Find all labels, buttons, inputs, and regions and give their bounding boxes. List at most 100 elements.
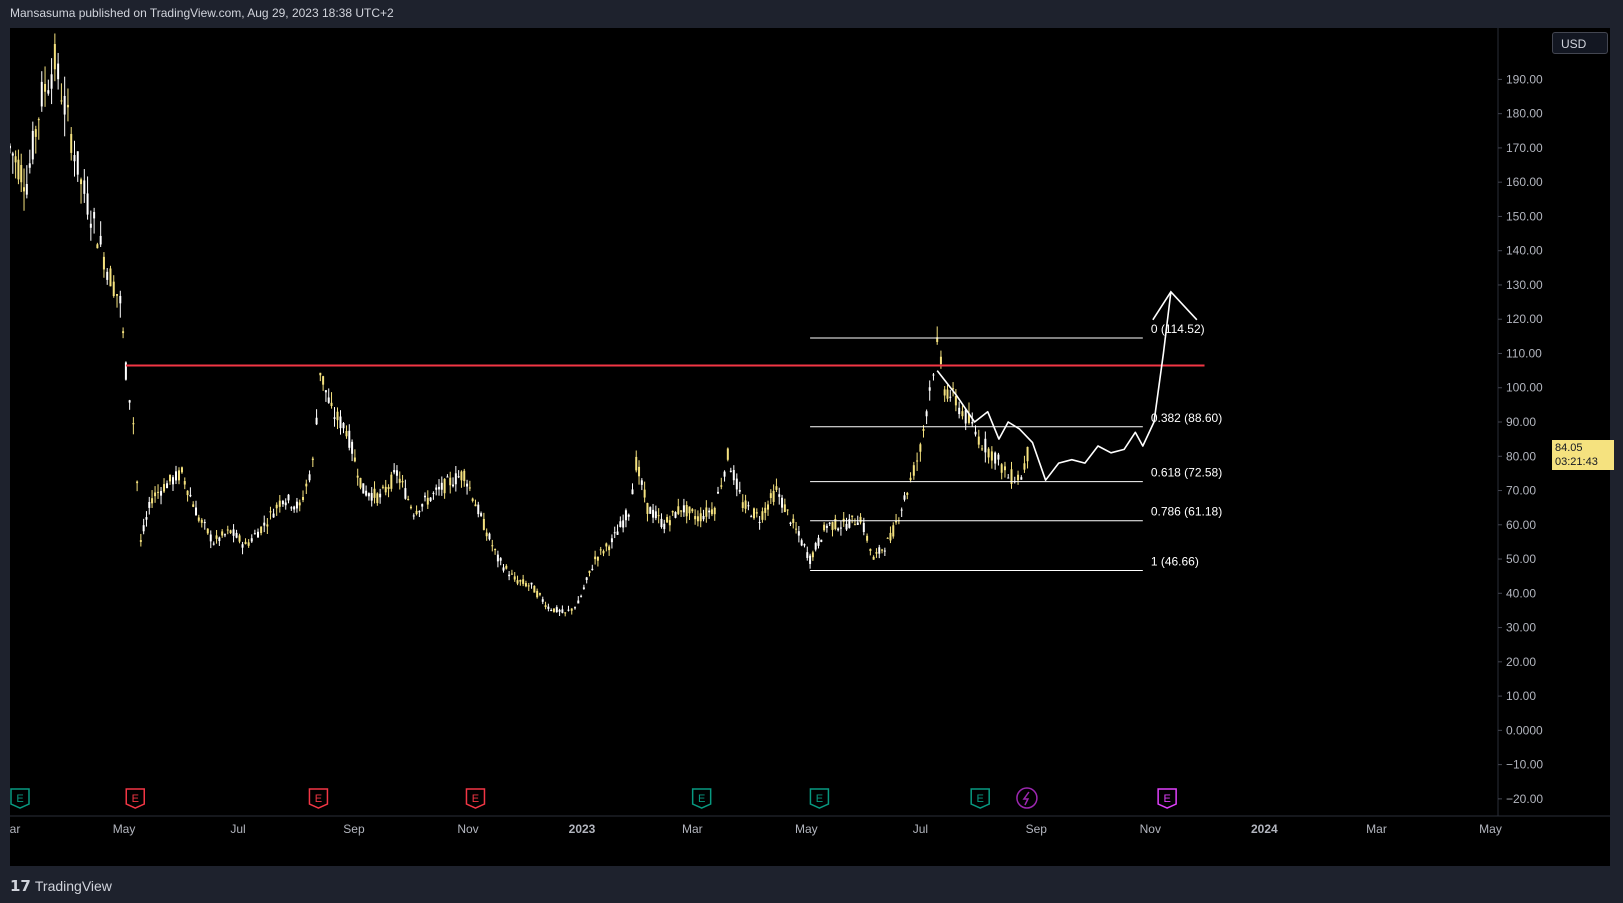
candle-body — [987, 448, 990, 458]
earnings-badge-shape — [465, 788, 486, 809]
candle-body — [342, 423, 345, 429]
candle-body — [443, 478, 446, 494]
x-tick-label: Sep — [343, 822, 365, 836]
candle-body — [834, 519, 837, 530]
candle-body — [574, 607, 577, 609]
candle-body — [613, 532, 616, 534]
candle-body — [878, 547, 881, 554]
candle-body — [109, 268, 112, 287]
earnings-marker-icon[interactable]: E — [10, 788, 30, 809]
candle-body — [943, 389, 946, 396]
earnings-marker-icon[interactable]: E — [691, 788, 712, 809]
candle-body — [232, 529, 235, 536]
earnings-marker-icon[interactable]: E — [1157, 788, 1177, 809]
candle-body — [977, 436, 980, 445]
earnings-letter-icon: E — [816, 793, 823, 805]
candle-body — [677, 506, 680, 514]
candle-body — [491, 545, 494, 547]
candle-body — [139, 540, 142, 542]
candle-body — [872, 556, 875, 560]
candle-body — [212, 543, 215, 545]
candle-body — [869, 548, 872, 552]
candle-body — [552, 608, 555, 612]
candle-body — [257, 531, 259, 538]
y-tick-label: 140.00 — [1506, 244, 1543, 258]
currency-selector[interactable]: USD — [1552, 32, 1608, 54]
candle-body — [939, 356, 942, 365]
y-tick-label: −20.00 — [1506, 792, 1543, 806]
price-chart[interactable]: 0 (114.52) 0.382 (88.60) 0.618 (72.58) 0.78… — [10, 28, 1610, 866]
candle-body — [767, 504, 770, 510]
earnings-marker-icon[interactable]: E — [308, 788, 329, 809]
candle-body — [685, 504, 688, 517]
y-tick-label: 10.00 — [1506, 689, 1536, 703]
candle-body — [485, 532, 488, 537]
dividend-marker-icon[interactable] — [1016, 787, 1038, 809]
candle-body — [172, 477, 175, 485]
candle-body — [315, 417, 318, 425]
candle-body — [702, 516, 705, 520]
x-tick-label: Jul — [230, 822, 245, 836]
chart-area[interactable]: 0 (114.52) 0.382 (88.60) 0.618 (72.58) 0.78… — [10, 28, 1610, 866]
candle-body — [407, 498, 410, 500]
candle-body — [11, 153, 14, 156]
candle-body — [909, 477, 912, 481]
candle-body — [215, 535, 218, 539]
tradingview-logo-icon: 𝟭𝟳 — [10, 878, 31, 895]
candle-body — [981, 448, 984, 450]
candle-body — [654, 511, 657, 519]
candle-body — [1000, 464, 1003, 473]
candle-body — [166, 483, 169, 489]
candle-body — [169, 474, 172, 482]
candle-body — [747, 505, 750, 507]
x-tick-label: 2023 — [569, 822, 596, 836]
earnings-letter-icon: E — [472, 793, 479, 805]
candle-body — [946, 389, 949, 399]
candle-body — [482, 518, 485, 530]
earnings-marker-icon[interactable]: E — [465, 788, 486, 809]
projection-path[interactable] — [936, 291, 1172, 481]
candle-body — [336, 411, 339, 421]
candle-body — [536, 590, 539, 598]
earnings-marker-icon[interactable]: E — [970, 788, 990, 809]
candle-body — [522, 579, 525, 584]
candle-body — [570, 608, 573, 611]
candle-body — [409, 506, 412, 509]
candle-body — [53, 44, 56, 70]
candle-body — [538, 593, 541, 595]
candle-body — [859, 516, 862, 523]
candle-body — [373, 488, 376, 498]
candle-body — [783, 504, 786, 513]
candle-body — [990, 451, 993, 461]
earnings-letter-icon: E — [315, 793, 322, 805]
earnings-marker-icon[interactable]: E — [125, 788, 145, 809]
candle-body — [345, 431, 348, 437]
candle-body — [964, 409, 967, 424]
candle-body — [599, 549, 602, 551]
earnings-badge-shape — [10, 788, 30, 809]
candle-body — [238, 535, 241, 542]
candle-body — [293, 506, 296, 510]
y-tick-label: 90.00 — [1506, 415, 1536, 429]
candle-body — [622, 520, 625, 528]
candle-body — [183, 481, 186, 485]
last-price-badge: 84.05 03:21:43 — [1552, 440, 1614, 470]
earnings-marker-icon[interactable]: E — [809, 788, 830, 809]
candle-body — [281, 500, 284, 505]
candle-body — [66, 104, 69, 108]
candle-body — [649, 507, 652, 514]
candle-body — [244, 541, 247, 545]
candle-body — [471, 498, 474, 501]
candle-body — [330, 402, 333, 407]
candle-body — [831, 522, 834, 530]
candle-body — [311, 458, 314, 461]
candle-body — [958, 407, 961, 415]
tradingview-footer[interactable]: 𝟭𝟳 TradingView — [10, 877, 112, 895]
candle-body — [577, 600, 580, 604]
candle-body — [800, 540, 803, 546]
candle-body — [619, 521, 622, 527]
candle-body — [287, 494, 290, 501]
x-tick-label: May — [113, 822, 136, 836]
candle-body — [837, 528, 840, 531]
candle-body — [732, 470, 735, 481]
